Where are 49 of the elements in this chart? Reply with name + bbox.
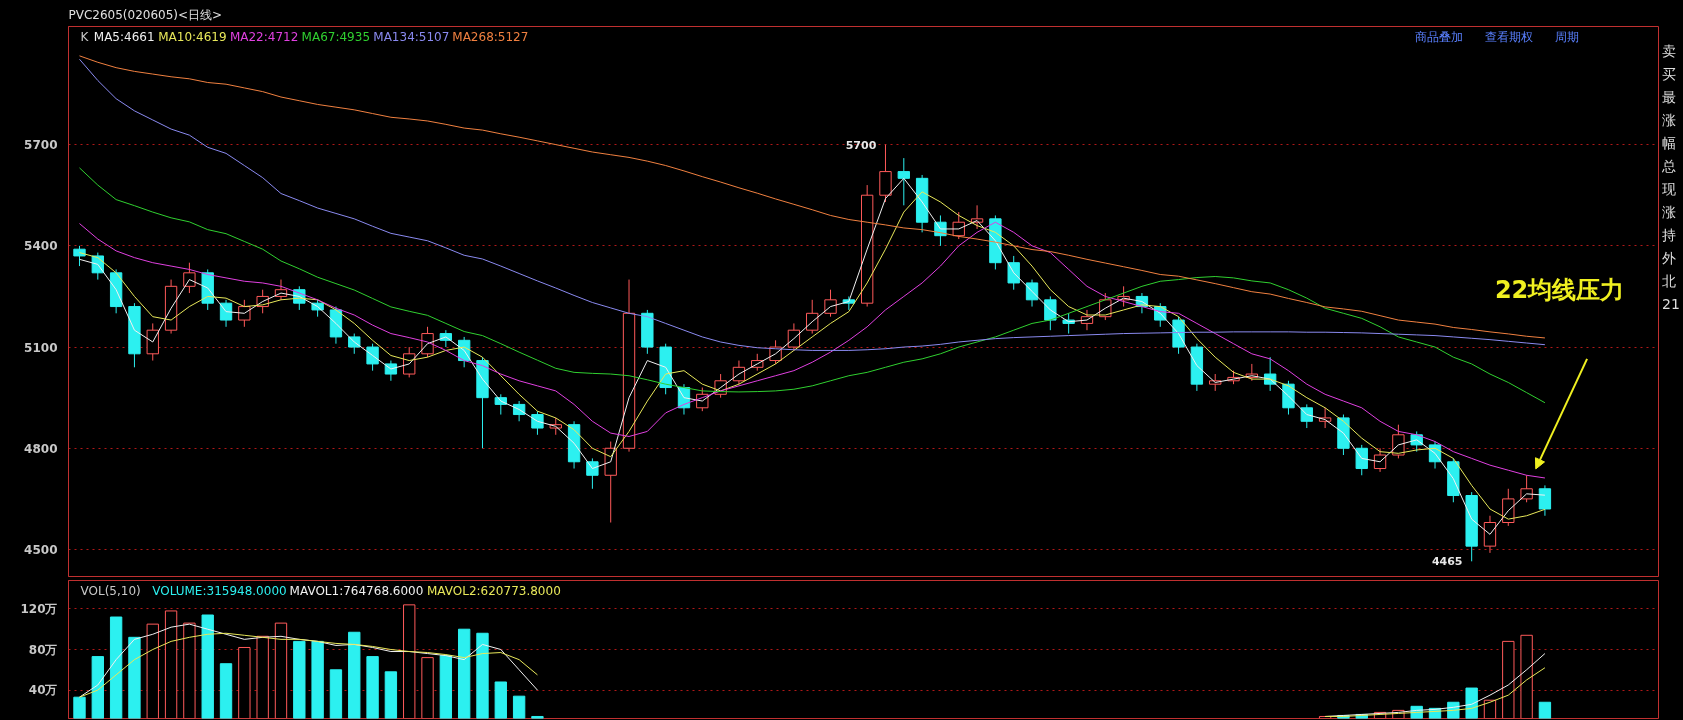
annotation: 4465 — [1431, 555, 1463, 569]
y-tick-label: 120万 — [20, 601, 58, 616]
text: 买 — [1662, 66, 1676, 82]
chart-title: PVC2605(020605)<日线> — [68, 7, 223, 22]
text: 现 — [1662, 181, 1676, 197]
text: MA5:4661 — [93, 29, 155, 44]
text: 幅 — [1662, 135, 1676, 151]
text: 持 — [1662, 227, 1676, 243]
annotation: K — [80, 29, 90, 44]
text: 外 — [1662, 250, 1676, 266]
y-tick-label: 4800 — [24, 441, 58, 456]
annotation: 5700 — [845, 138, 877, 152]
candlestick — [73, 245, 86, 267]
text: 周期 — [1554, 29, 1579, 44]
text: 最 — [1662, 89, 1676, 105]
y-tick-label: 4500 — [24, 543, 58, 558]
candlestick — [879, 144, 892, 203]
candlestick — [1355, 444, 1368, 476]
text: 涨 — [1662, 204, 1676, 220]
y-tick-label: 5700 — [24, 138, 58, 153]
text: MA22:4712 — [229, 29, 299, 44]
annotation: 商品叠加 — [1414, 29, 1463, 44]
candlestick — [897, 157, 910, 206]
annotation: 查看期权 — [1484, 29, 1533, 44]
text: MA268:5127 — [452, 29, 529, 44]
candlestick — [366, 343, 379, 372]
text: MA134:5107 — [373, 29, 450, 44]
text: MAVOL1:764768.6000 — [289, 583, 424, 598]
text: 涨 — [1662, 112, 1676, 128]
y-tick-label: 40万 — [28, 683, 58, 698]
candlestick — [586, 457, 599, 490]
y-tick-label: 5100 — [24, 340, 58, 355]
text: 卖 — [1662, 43, 1676, 59]
text: MAVOL2:620773.8000 — [427, 583, 561, 598]
candlestick — [1538, 484, 1552, 517]
text: 21 — [1662, 296, 1680, 312]
candlestick — [806, 299, 819, 335]
chart-title: VOL(5,10) — [80, 583, 141, 598]
text: MA67:4935 — [301, 29, 371, 44]
candlestick — [1483, 515, 1497, 554]
candlestick — [146, 322, 159, 362]
candlestick — [531, 410, 544, 436]
text: 北 — [1662, 273, 1676, 289]
y-tick-label: 5400 — [24, 239, 58, 254]
series-label: VOLUME:315948.0000 — [152, 583, 287, 598]
text: MA10:4619 — [158, 29, 227, 44]
y-tick-label: 80万 — [28, 642, 58, 657]
text: 总 — [1662, 158, 1676, 174]
annotation: 22均线压力 — [1494, 275, 1625, 304]
